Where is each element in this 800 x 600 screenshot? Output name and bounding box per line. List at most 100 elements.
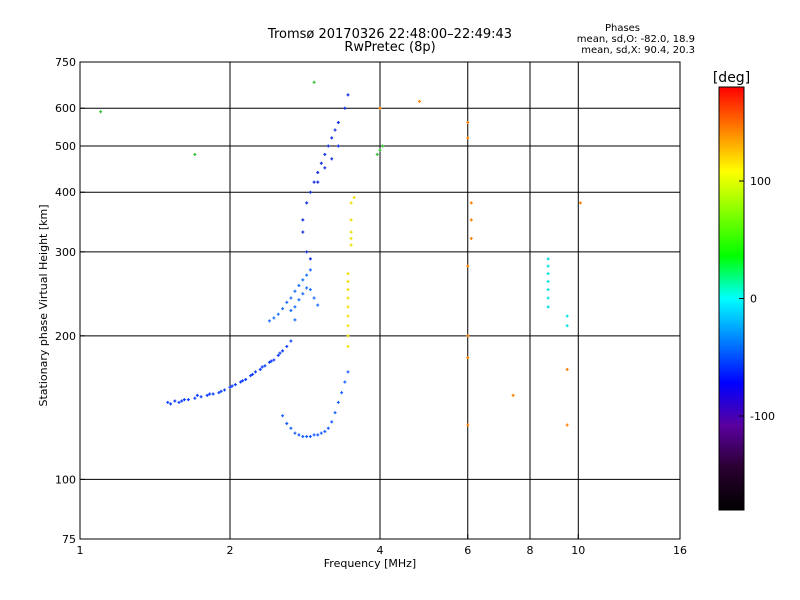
data-point bbox=[323, 430, 327, 434]
data-point bbox=[199, 395, 203, 399]
data-point bbox=[333, 411, 337, 415]
data-point bbox=[346, 288, 350, 292]
data-point bbox=[346, 314, 350, 318]
data-point bbox=[276, 312, 280, 316]
data-point bbox=[278, 351, 282, 355]
data-point bbox=[223, 388, 227, 392]
data-point bbox=[308, 435, 312, 439]
data-point bbox=[281, 307, 285, 311]
data-point bbox=[323, 166, 327, 170]
data-point bbox=[308, 190, 312, 194]
data-point bbox=[343, 106, 347, 110]
data-point bbox=[293, 318, 297, 322]
y-tick-label: 100 bbox=[55, 473, 76, 486]
data-point bbox=[466, 356, 470, 360]
data-point bbox=[319, 431, 323, 435]
x-tick-label: 1 bbox=[77, 544, 84, 557]
data-point bbox=[466, 334, 470, 338]
data-point bbox=[346, 370, 350, 374]
data-point bbox=[319, 161, 323, 165]
data-point bbox=[289, 308, 293, 312]
data-point bbox=[285, 300, 289, 304]
data-point bbox=[417, 99, 421, 103]
data-point bbox=[272, 316, 276, 320]
data-point bbox=[466, 423, 470, 427]
y-tick-label: 600 bbox=[55, 102, 76, 115]
data-point bbox=[305, 273, 309, 277]
data-point bbox=[208, 392, 212, 396]
data-point bbox=[180, 399, 184, 403]
colorbar-unit-label: [deg] bbox=[713, 70, 750, 86]
data-point bbox=[375, 152, 379, 156]
data-point bbox=[323, 152, 327, 156]
y-tick-label: 75 bbox=[62, 533, 76, 546]
data-point bbox=[316, 170, 320, 174]
chart-title: Tromsø 20170326 22:48:00–22:49:43 bbox=[267, 27, 513, 42]
y-tick-label: 500 bbox=[55, 140, 76, 153]
chart-subtitle: RwPretec (8p) bbox=[344, 40, 436, 55]
data-point bbox=[330, 157, 334, 161]
data-point bbox=[244, 377, 248, 381]
x-tick-label: 16 bbox=[673, 544, 687, 557]
data-point bbox=[330, 136, 334, 140]
data-point bbox=[99, 110, 103, 114]
y-tick-label: 300 bbox=[55, 246, 76, 259]
data-point bbox=[289, 296, 293, 300]
data-point bbox=[346, 324, 350, 328]
data-point bbox=[578, 201, 582, 205]
data-point bbox=[349, 218, 353, 222]
data-point bbox=[546, 264, 550, 268]
data-point bbox=[301, 218, 305, 222]
x-tick-label: 8 bbox=[527, 544, 534, 557]
data-point bbox=[186, 398, 190, 402]
data-point bbox=[308, 257, 312, 261]
data-point bbox=[305, 286, 309, 290]
data-point bbox=[469, 201, 473, 205]
data-point bbox=[336, 400, 340, 404]
data-point bbox=[346, 344, 350, 348]
data-point bbox=[511, 393, 515, 397]
data-point bbox=[260, 365, 264, 369]
data-point bbox=[378, 148, 382, 152]
colorbar-tick-layer: 100 0 -100 bbox=[739, 175, 775, 423]
data-point bbox=[249, 374, 253, 378]
data-point bbox=[289, 426, 293, 430]
data-point bbox=[565, 314, 569, 318]
data-point bbox=[293, 305, 297, 309]
data-point bbox=[177, 400, 181, 404]
data-point bbox=[340, 391, 344, 395]
data-point bbox=[466, 121, 470, 125]
data-point bbox=[233, 383, 237, 387]
data-point bbox=[241, 379, 245, 383]
data-point bbox=[546, 296, 550, 300]
data-point bbox=[565, 324, 569, 328]
data-point bbox=[219, 389, 223, 393]
y-axis-label: Stationary phase Virtual Height [km] bbox=[37, 204, 50, 406]
y-tick-label: 400 bbox=[55, 186, 76, 199]
data-point bbox=[272, 358, 276, 362]
data-point bbox=[349, 236, 353, 240]
data-point bbox=[378, 106, 382, 110]
data-point bbox=[346, 93, 350, 97]
data-point bbox=[381, 144, 385, 148]
x-tick-layer: 1 2 4 6 8 10 16 bbox=[77, 534, 687, 557]
data-point bbox=[239, 380, 243, 384]
data-point bbox=[305, 201, 309, 205]
data-point bbox=[305, 435, 309, 439]
data-point bbox=[173, 399, 177, 403]
data-point bbox=[263, 364, 267, 368]
data-point bbox=[330, 420, 334, 424]
data-point bbox=[301, 278, 305, 282]
data-point bbox=[346, 305, 350, 309]
data-point bbox=[349, 243, 353, 247]
x-tick-label: 4 bbox=[377, 544, 384, 557]
data-point bbox=[301, 292, 305, 296]
x-tick-label: 10 bbox=[571, 544, 585, 557]
phase-stats-x: mean, sd,X: 90.4, 20.3 bbox=[581, 45, 695, 56]
data-point bbox=[276, 353, 280, 357]
data-point bbox=[336, 121, 340, 125]
data-point bbox=[195, 393, 199, 397]
data-point bbox=[312, 180, 316, 184]
data-point bbox=[316, 433, 320, 437]
data-point bbox=[346, 279, 350, 283]
